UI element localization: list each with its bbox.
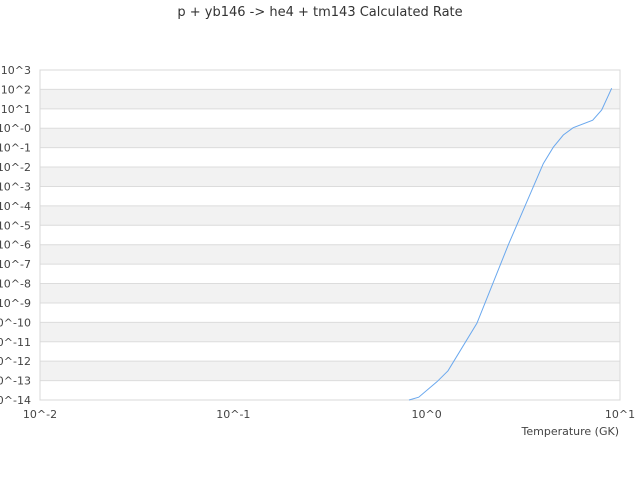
y-tick-label: 10^-0 [0,122,31,135]
plot-band [40,205,620,226]
x-tick-label: 10^-2 [23,408,57,421]
plot-band [40,128,620,148]
y-tick-label: 10^3 [1,64,31,77]
plot-bands [40,89,620,381]
plot-band [40,167,620,187]
plot-band [40,244,620,265]
plot-band [40,283,620,303]
y-tick-label: 10^-14 [0,394,31,407]
y-tick-label: 10^-6 [0,239,31,252]
y-axis-ticks: 10^3 10^2 10^1 10^-0 10^-1 10^-2 10^-3 10^-4 10^… [0,64,31,407]
plot-band [40,89,620,109]
y-tick-label: 10^-13 [0,375,31,388]
plot-frame [39,69,621,401]
y-tick-label: 10^-1 [0,142,31,155]
y-tick-label: 10^-12 [0,355,31,368]
y-tick-label: 10^-5 [0,219,31,232]
chart-title: p + yb146 -> he4 + tm143 Calculated Rate [177,5,462,20]
x-tick-label: 10^0 [412,408,442,421]
y-tick-label: 10^-3 [0,180,31,193]
y-tick-label: 10^-9 [0,297,31,310]
grid-lines [40,69,620,401]
x-axis-label: Temperature (GK) [521,425,620,438]
plot-band [40,361,620,381]
y-tick-label: 10^-2 [0,161,31,174]
x-axis-ticks: 10^-2 10^-1 10^0 10^1 [23,408,635,421]
x-tick-label: 10^-1 [216,408,250,421]
y-tick-label: 10^-11 [0,336,31,349]
y-tick-label: 10^2 [1,83,31,96]
plot-band [40,322,620,342]
x-tick-label: 10^1 [605,408,635,421]
y-tick-label: 10^-4 [0,200,31,213]
y-tick-label: 10^1 [1,103,31,116]
y-tick-label: 10^-7 [0,258,31,271]
y-tick-label: 10^-8 [0,278,31,291]
series-line [408,87,613,401]
y-tick-label: 10^-10 [0,316,31,329]
